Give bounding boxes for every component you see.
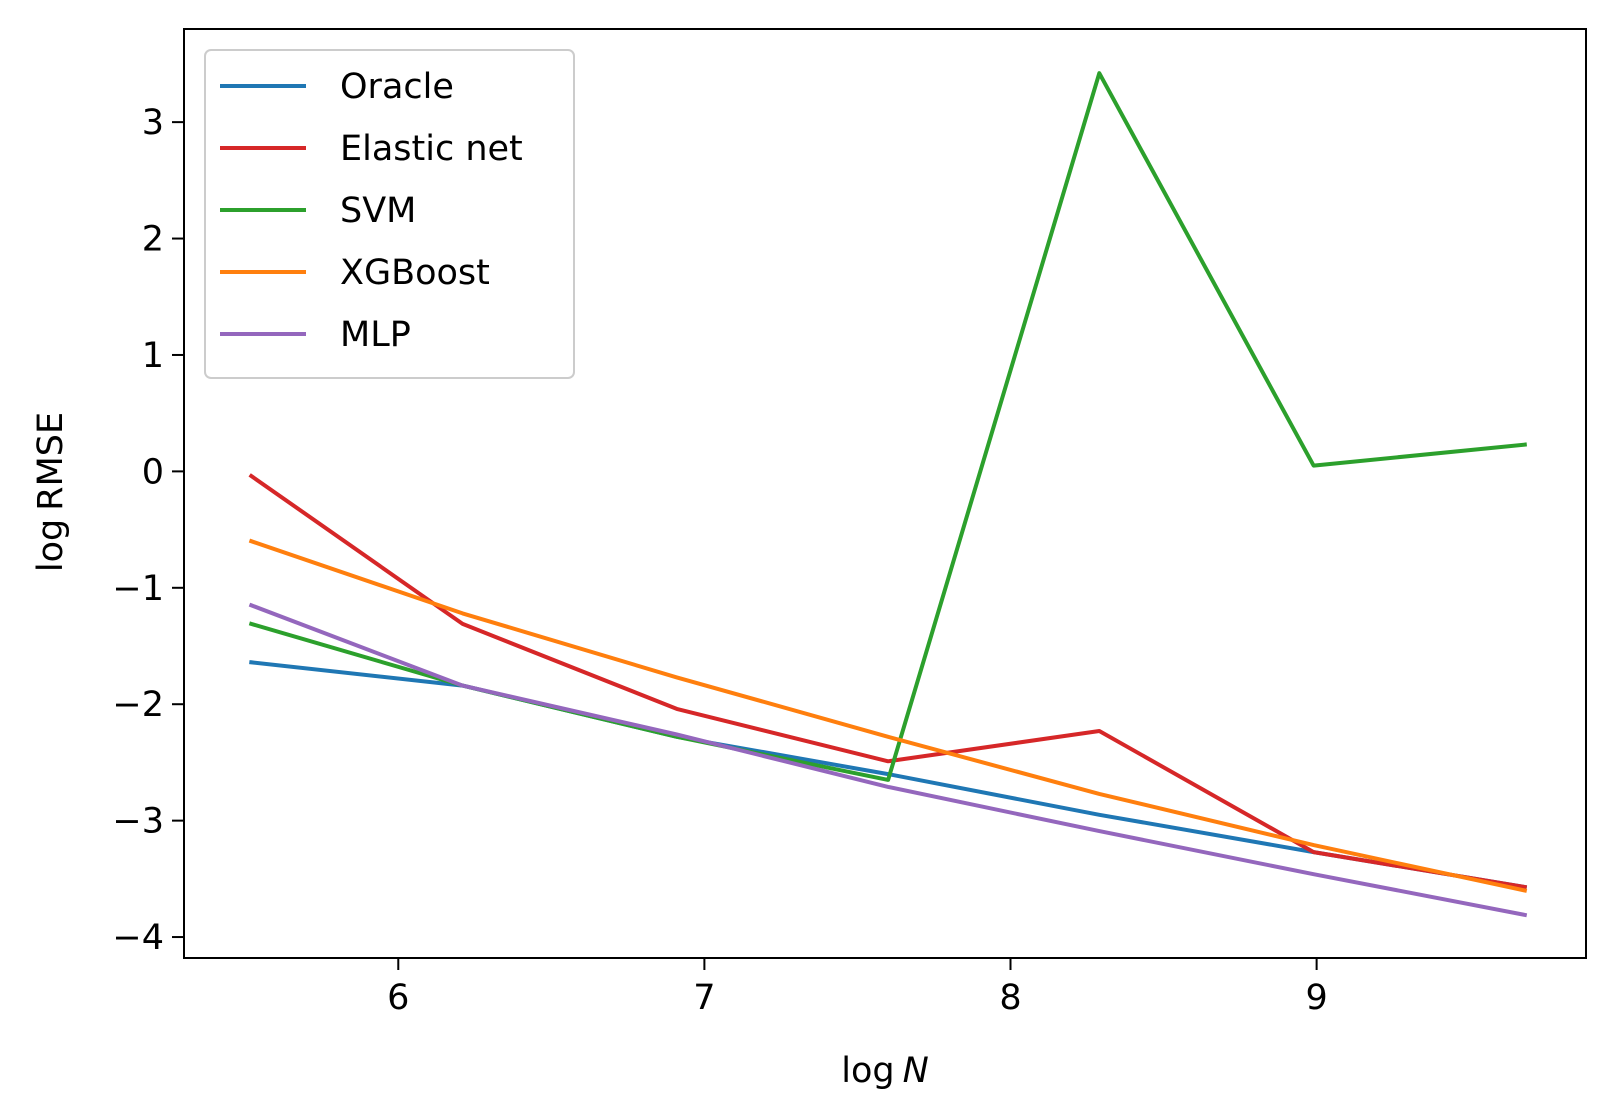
y-tick-label: 2 bbox=[142, 220, 164, 260]
x-tick-label: 6 bbox=[387, 978, 409, 1018]
legend-label-oracle: Oracle bbox=[340, 67, 454, 107]
series-line-elastic-net bbox=[248, 473, 1528, 890]
y-tick-label: −2 bbox=[112, 685, 164, 725]
y-tick-label: −1 bbox=[112, 569, 164, 609]
x-tick-label: 7 bbox=[693, 978, 715, 1018]
series-layer bbox=[248, 71, 1528, 918]
legend-label-xgboost: XGBoost bbox=[340, 253, 490, 293]
ticks-layer: 6 7 8 9 −4 −3 −2 −1 0 1 2 3 bbox=[112, 103, 1327, 1018]
y-tick-label: 0 bbox=[142, 452, 164, 492]
y-axis-label-metric: RMSE bbox=[31, 412, 71, 511]
series-line-xgboost bbox=[248, 538, 1528, 893]
legend-label-elastic-net: Elastic net bbox=[340, 129, 523, 169]
y-axis-label-log: log bbox=[31, 519, 71, 572]
x-axis-label: log N bbox=[841, 1051, 929, 1091]
legend: Oracle Elastic net SVM XGBoost MLP bbox=[204, 49, 575, 379]
x-axis-label-variable: N bbox=[903, 1051, 929, 1091]
x-tick-label: 8 bbox=[999, 978, 1021, 1018]
y-tick-label: 1 bbox=[142, 336, 164, 376]
legend-box bbox=[204, 49, 575, 379]
plot-frame bbox=[183, 28, 1587, 959]
legend-label-mlp: MLP bbox=[340, 315, 411, 355]
y-tick-label: −3 bbox=[112, 802, 164, 842]
x-tick-label: 9 bbox=[1305, 978, 1327, 1018]
series-line-mlp bbox=[248, 602, 1528, 918]
y-axis-label: log RMSE bbox=[31, 412, 71, 572]
x-axis-label-log: log bbox=[841, 1051, 894, 1091]
y-tick-label: 3 bbox=[142, 103, 164, 143]
y-tick-label: −4 bbox=[112, 918, 164, 958]
legend-label-svm: SVM bbox=[340, 191, 416, 231]
